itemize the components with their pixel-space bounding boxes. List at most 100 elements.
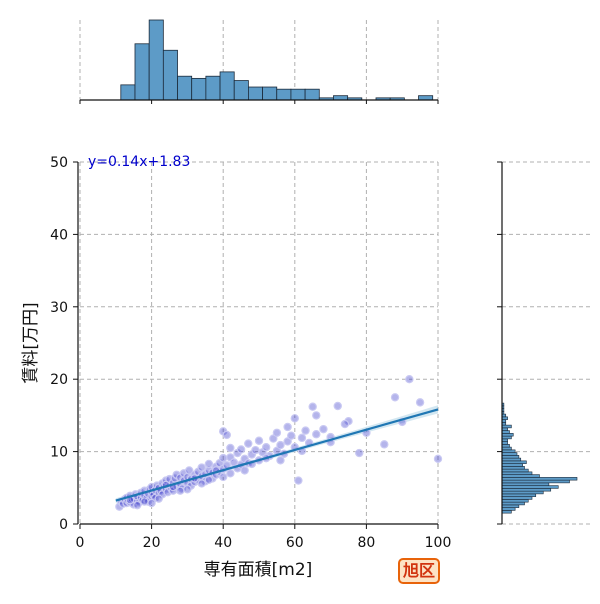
right-hist-bar (501, 499, 529, 503)
x-axis-label: 専有面積[m2] (204, 560, 313, 580)
scatter-point (294, 476, 303, 485)
right-hist-bar (501, 466, 525, 470)
x-tick-label: 0 (76, 535, 85, 551)
top-hist-bar (120, 84, 136, 101)
scatter-point (283, 422, 292, 432)
top-hist-bar (191, 77, 207, 101)
top-histogram (120, 19, 434, 101)
y-tick-label: 10 (50, 445, 68, 461)
right-hist-bar (501, 485, 559, 489)
scatter-point (433, 454, 443, 464)
top-hist-bar (333, 95, 349, 101)
right-hist-bar (501, 427, 508, 431)
scatter-point (197, 479, 206, 488)
right-hist-bar (501, 501, 525, 506)
x-tick-label: 80 (357, 535, 375, 551)
right-hist-bar (501, 510, 512, 514)
scatter-point (183, 485, 192, 494)
right-hist-bar (501, 449, 516, 453)
scatter-point (254, 436, 264, 445)
scatter-point (154, 494, 163, 503)
scatter-point (218, 453, 228, 463)
top-hist-bar (233, 80, 249, 101)
top-hist-bar (248, 86, 263, 101)
scatter-point (251, 445, 260, 455)
scatter-point (147, 498, 156, 508)
right-hist-bar (501, 496, 533, 500)
axes (73, 99, 503, 529)
right-hist-bar (501, 452, 518, 456)
y-tick-label: 50 (50, 155, 68, 171)
right-hist-bar (501, 471, 533, 475)
x-tick-label: 20 (143, 535, 161, 551)
scatter-point (390, 393, 400, 402)
scatter-point (204, 475, 214, 485)
x-tick-label: 60 (286, 535, 304, 551)
right-hist-bar (501, 482, 550, 486)
scatter-point (290, 414, 299, 423)
right-hist-bar (501, 488, 552, 492)
top-hist-bar (304, 88, 320, 101)
right-hist-bar (501, 490, 544, 495)
scatter-point (204, 459, 214, 469)
top-hist-bar (290, 88, 306, 101)
scatter-point (333, 401, 342, 411)
scatter-point (140, 497, 149, 506)
y-tick-label: 30 (50, 300, 68, 316)
x-tick-label: 100 (425, 535, 452, 551)
scatter-point (312, 430, 321, 439)
regression-line (115, 408, 439, 502)
scatter-point (226, 469, 235, 478)
top-hist-bar (262, 86, 278, 101)
scatter-point (340, 419, 350, 429)
scatter-point (276, 440, 285, 450)
right-histogram (501, 402, 578, 514)
right-hist-bar (501, 416, 508, 420)
scatter-point (287, 431, 296, 440)
right-hist-bar (501, 493, 537, 497)
right-hist-bar (501, 474, 540, 478)
scatter-point (276, 456, 285, 465)
main-grid (79, 161, 439, 525)
top-hist-bar (205, 75, 221, 101)
y-tick-label: 0 (59, 517, 68, 533)
right-hist-bar (501, 441, 508, 445)
right-hist-bar (501, 424, 512, 429)
right-hist-bar (501, 435, 512, 440)
scatter-point (405, 375, 414, 384)
right-hist-bar (501, 479, 570, 484)
x-tick-label: 40 (214, 535, 232, 551)
scatter-point (297, 433, 307, 443)
top-hist-bar (162, 49, 178, 101)
scatter-point (218, 472, 228, 482)
y-tick-label: 40 (50, 227, 68, 243)
top-hist-bar (418, 95, 434, 101)
scatter-point (380, 440, 389, 449)
scatter-point (355, 448, 364, 458)
regression-equation: y=0.14x+1.83 (88, 154, 190, 170)
scatter-point (197, 463, 206, 472)
y-axis-label: 賃料[万円] (21, 302, 41, 383)
scatter-point (415, 398, 425, 407)
scatter-points (115, 375, 443, 511)
top-hist-bar (177, 75, 193, 101)
right-hist-bar (501, 438, 508, 442)
scatter-point (240, 466, 249, 475)
tick-labels: 0 20 40 60 80 100 0 10 20 30 40 50 (50, 155, 451, 551)
scatter-point (272, 428, 282, 437)
scatter-point (226, 443, 235, 453)
right-hist-bar (501, 457, 522, 462)
scatter-point (184, 466, 194, 475)
right-hist-bar (501, 460, 527, 464)
top-hist-bar (276, 88, 292, 101)
scatter-point (222, 430, 231, 440)
right-hist-bar (501, 455, 520, 459)
scatter-point (301, 426, 310, 435)
scatter-point (261, 443, 271, 452)
scatter-point (133, 500, 142, 510)
right-hist-bar (501, 433, 514, 437)
right-hist-bar (501, 504, 520, 508)
right-hist-bar (501, 444, 510, 448)
